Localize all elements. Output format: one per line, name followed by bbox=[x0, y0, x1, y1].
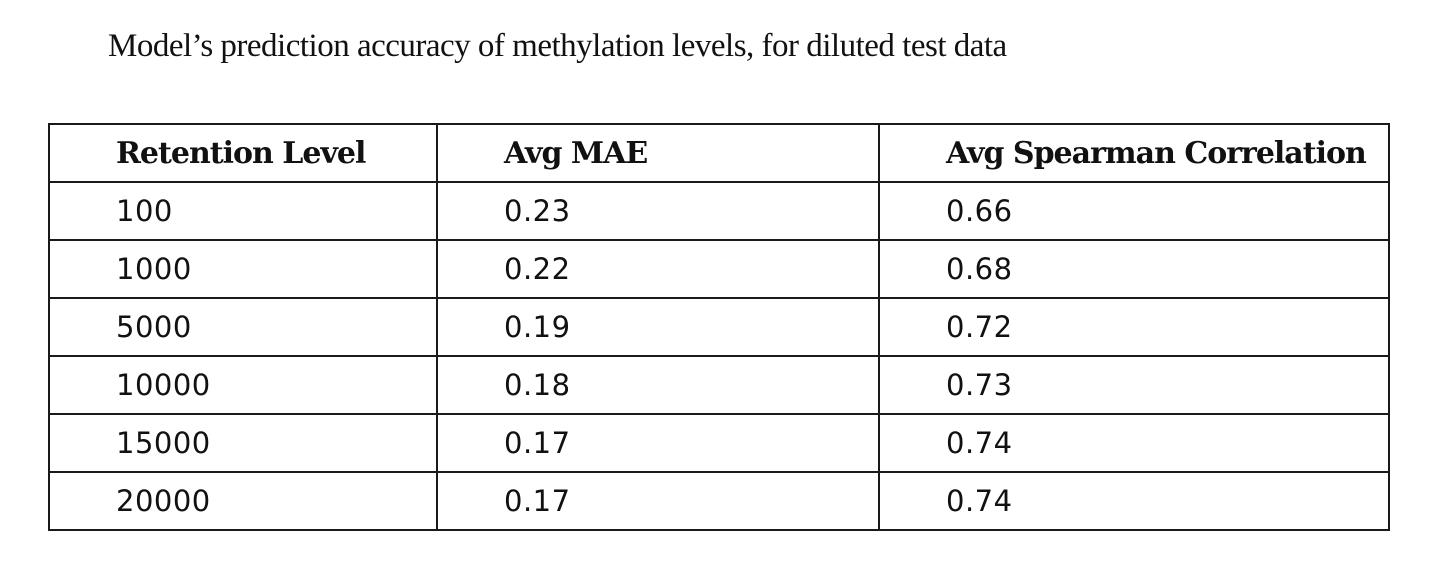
cell-retention-level: 100 bbox=[48, 181, 438, 241]
table-row: 15000 0.17 0.74 bbox=[48, 413, 1390, 473]
table-row: 1000 0.22 0.68 bbox=[48, 239, 1390, 299]
cell-avg-spearman: 0.68 bbox=[878, 239, 1390, 299]
cell-retention-level: 15000 bbox=[48, 413, 438, 473]
cell-retention-level: 10000 bbox=[48, 355, 438, 415]
cell-retention-level: 5000 bbox=[48, 297, 438, 357]
header-avg-mae: Avg MAE bbox=[436, 123, 880, 183]
cell-avg-mae: 0.17 bbox=[436, 413, 880, 473]
cell-avg-mae: 0.23 bbox=[436, 181, 880, 241]
table-row: 100 0.23 0.66 bbox=[48, 181, 1390, 241]
table-caption: Model’s prediction accuracy of methylati… bbox=[108, 28, 1007, 64]
table-row: 20000 0.17 0.74 bbox=[48, 471, 1390, 531]
cell-avg-spearman: 0.74 bbox=[878, 413, 1390, 473]
cell-avg-spearman: 0.66 bbox=[878, 181, 1390, 241]
cell-retention-level: 20000 bbox=[48, 471, 438, 531]
cell-retention-level: 1000 bbox=[48, 239, 438, 299]
results-table: Retention Level Avg MAE Avg Spearman Cor… bbox=[48, 123, 1390, 531]
cell-avg-spearman: 0.73 bbox=[878, 355, 1390, 415]
header-retention-level: Retention Level bbox=[48, 123, 438, 183]
table-row: 10000 0.18 0.73 bbox=[48, 355, 1390, 415]
table-row: 5000 0.19 0.72 bbox=[48, 297, 1390, 357]
cell-avg-mae: 0.18 bbox=[436, 355, 880, 415]
cell-avg-spearman: 0.72 bbox=[878, 297, 1390, 357]
header-avg-spearman-correlation: Avg Spearman Correlation bbox=[878, 123, 1390, 183]
cell-avg-spearman: 0.74 bbox=[878, 471, 1390, 531]
cell-avg-mae: 0.19 bbox=[436, 297, 880, 357]
cell-avg-mae: 0.17 bbox=[436, 471, 880, 531]
cell-avg-mae: 0.22 bbox=[436, 239, 880, 299]
table-header-row: Retention Level Avg MAE Avg Spearman Cor… bbox=[48, 123, 1390, 183]
